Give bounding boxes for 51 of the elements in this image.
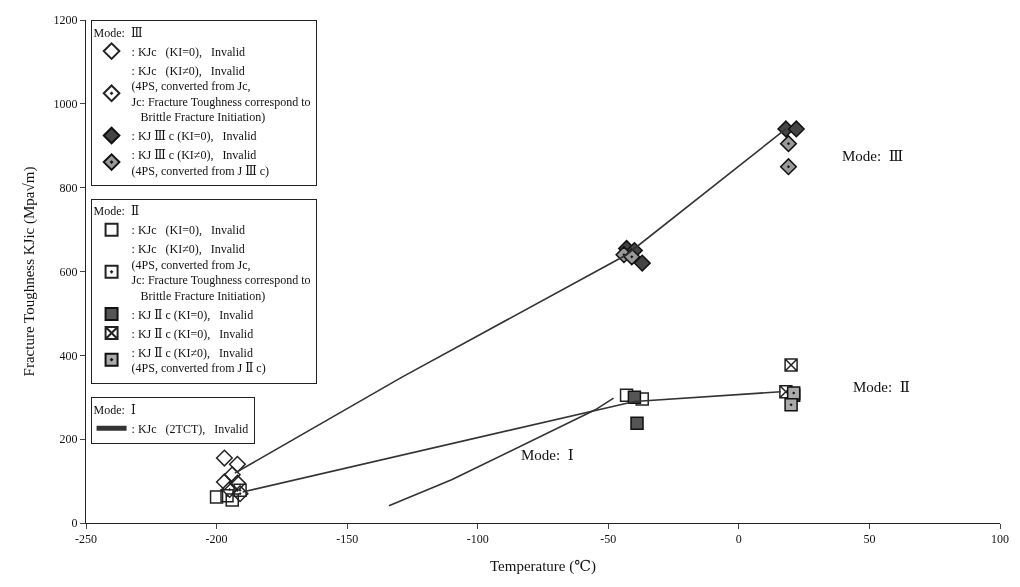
annotation: Mode: Ⅲ	[842, 148, 904, 164]
point	[228, 455, 247, 473]
point	[220, 489, 234, 503]
legend-label: : KJc (KI≠0), Invalid (4PS, converted from Jc, Jc: Fracture Toughness correspond to Brittle Fracture Initiation)	[131, 242, 311, 303]
legend-label: : KJ Ⅲ c (KI=0), Invalid	[131, 129, 257, 144]
x-tick-label: 50	[863, 532, 876, 547]
point	[779, 135, 798, 153]
legend-label: : KJ Ⅱ c (KI=0), Invalid	[131, 307, 254, 322]
point	[215, 449, 233, 467]
legend-label: : KJ Ⅱ c (KI=0), Invalid	[131, 326, 254, 341]
point	[779, 385, 793, 399]
point	[633, 254, 651, 272]
x-tick-label: 0	[735, 532, 742, 547]
point	[630, 416, 644, 430]
annotation: Mode: Ⅰ	[521, 447, 574, 463]
y-tick-label: 400	[59, 348, 78, 363]
x-tick-label: 100	[991, 532, 1009, 547]
x-tick-label: -200	[205, 532, 228, 547]
y-tick-label: 1200	[53, 13, 78, 28]
x-axis-title: Temperature (℃)	[489, 558, 597, 576]
y-tick-label: 800	[59, 180, 78, 195]
point	[787, 120, 805, 138]
point	[223, 466, 241, 484]
point	[779, 158, 798, 176]
annotation: Mode: Ⅲ	[93, 25, 143, 40]
legend-label: : KJc (KI≠0), Invalid (4PS, converted from Jc, Jc: Fracture Toughness correspond to Brittle Fracture Initiation)	[131, 63, 311, 125]
legend-label: : KJ Ⅱ c (KI≠0), Invalid (4PS, converted from J Ⅱ c)	[131, 345, 266, 376]
y-axis-title: Fracture Toughness KJic (Mpa√m)	[20, 166, 38, 377]
x-tick-label: -100	[466, 532, 489, 547]
y-tick-label: 600	[59, 264, 78, 279]
point	[209, 490, 224, 504]
point	[225, 493, 239, 507]
y-tick-label: 1000	[53, 97, 78, 112]
annotation: Mode: Ⅰ	[93, 402, 136, 417]
legend-label: : KJc (KI=0), Invalid	[131, 223, 245, 238]
x-tick-label: -50	[600, 532, 617, 547]
annotation: Mode: Ⅱ	[93, 204, 140, 219]
legend-label: : KJc (2TCT), Invalid	[131, 422, 249, 437]
point	[215, 473, 233, 491]
y-tick-label: 0	[71, 516, 78, 531]
point	[784, 358, 798, 372]
x-tick-label: -250	[75, 532, 97, 547]
point	[228, 474, 247, 492]
legend-label: : KJ Ⅲ c (KI≠0), Invalid (4PS, converted from J Ⅲ c)	[131, 147, 270, 178]
y-tick-label: 200	[59, 432, 78, 447]
point	[221, 480, 239, 499]
point	[233, 483, 247, 498]
x-tick-label: -150	[336, 532, 359, 547]
legend-label: : KJc (KI=0), Invalid	[131, 44, 245, 59]
annotation: Mode: Ⅱ	[853, 379, 910, 395]
point	[784, 398, 798, 412]
